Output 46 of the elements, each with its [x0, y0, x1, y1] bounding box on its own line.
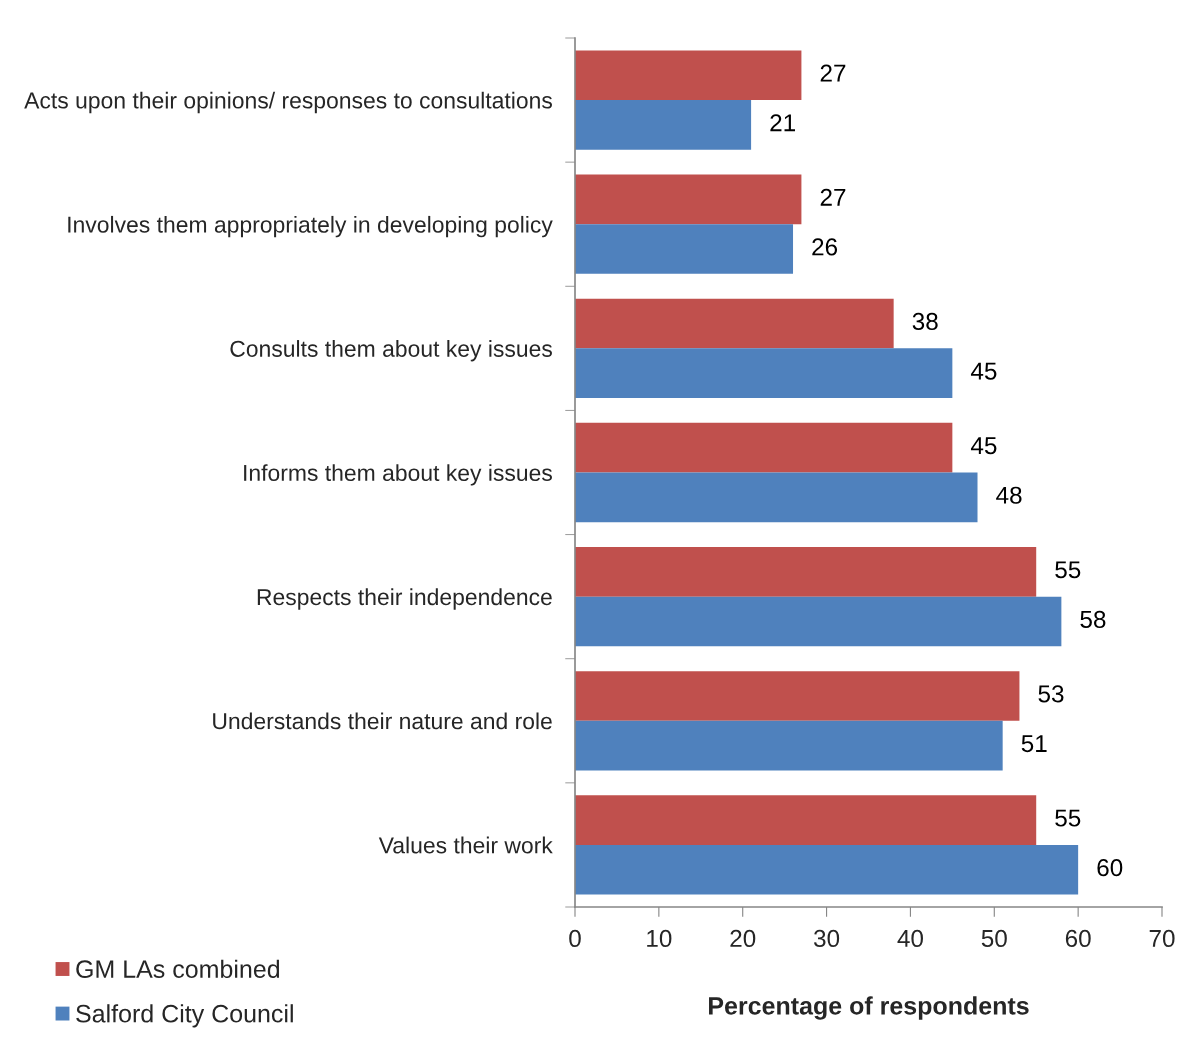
- x-tick-label: 50: [981, 929, 1007, 948]
- bar: [575, 844, 1079, 895]
- data-label: 60: [1097, 859, 1123, 877]
- data-label: 38: [912, 312, 938, 331]
- bar: [575, 224, 794, 274]
- bar: [575, 298, 894, 349]
- data-label: 55: [1055, 561, 1081, 579]
- x-tick-label: 0: [569, 929, 581, 948]
- x-axis-title: Percentage of respondents: [709, 996, 1029, 1020]
- legend-label: GM LAs combined: [76, 959, 280, 978]
- x-tick-label: 20: [730, 929, 756, 948]
- data-label: 45: [970, 362, 997, 380]
- data-label: 27: [820, 64, 846, 82]
- y-tick-label: Involves them appropriately in developing policy: [68, 215, 553, 238]
- y-tick-label: Acts upon their opinions/ responses to consultations: [24, 91, 552, 114]
- y-tick-label: Understands their nature and role: [213, 712, 552, 730]
- bar: [575, 472, 978, 523]
- bar: [575, 720, 1003, 771]
- data-label: 27: [820, 188, 846, 206]
- bar: [575, 795, 1037, 845]
- legend-label: Salford City Council: [76, 1004, 293, 1028]
- data-label: 45: [970, 437, 997, 455]
- y-tick-label: Consults them about key issues: [230, 340, 552, 362]
- data-label: 48: [996, 486, 1022, 504]
- x-tick-label: 40: [897, 929, 923, 948]
- bar: [575, 596, 1062, 647]
- x-tick-label: 60: [1065, 929, 1091, 948]
- bar: [575, 174, 802, 225]
- data-label: 55: [1055, 809, 1081, 827]
- y-tick-label: Informs them about key issues: [244, 464, 552, 486]
- x-tick-label: 30: [813, 929, 840, 948]
- bar: [575, 546, 1037, 597]
- data-label: 53: [1038, 685, 1064, 703]
- bar: [575, 348, 953, 399]
- y-tick-label: Values their work: [378, 836, 553, 854]
- x-tick-label: 10: [647, 929, 672, 948]
- data-label: 51: [1021, 735, 1047, 753]
- data-label: 58: [1080, 610, 1106, 628]
- data-label: 21: [770, 114, 795, 132]
- bar: [575, 100, 752, 150]
- x-tick-label: 70: [1149, 929, 1175, 948]
- y-tick-label: Respects their independence: [257, 588, 552, 610]
- bar: [575, 422, 953, 473]
- data-label: 26: [812, 238, 838, 256]
- bar: [575, 50, 802, 101]
- bar: [575, 671, 1020, 721]
